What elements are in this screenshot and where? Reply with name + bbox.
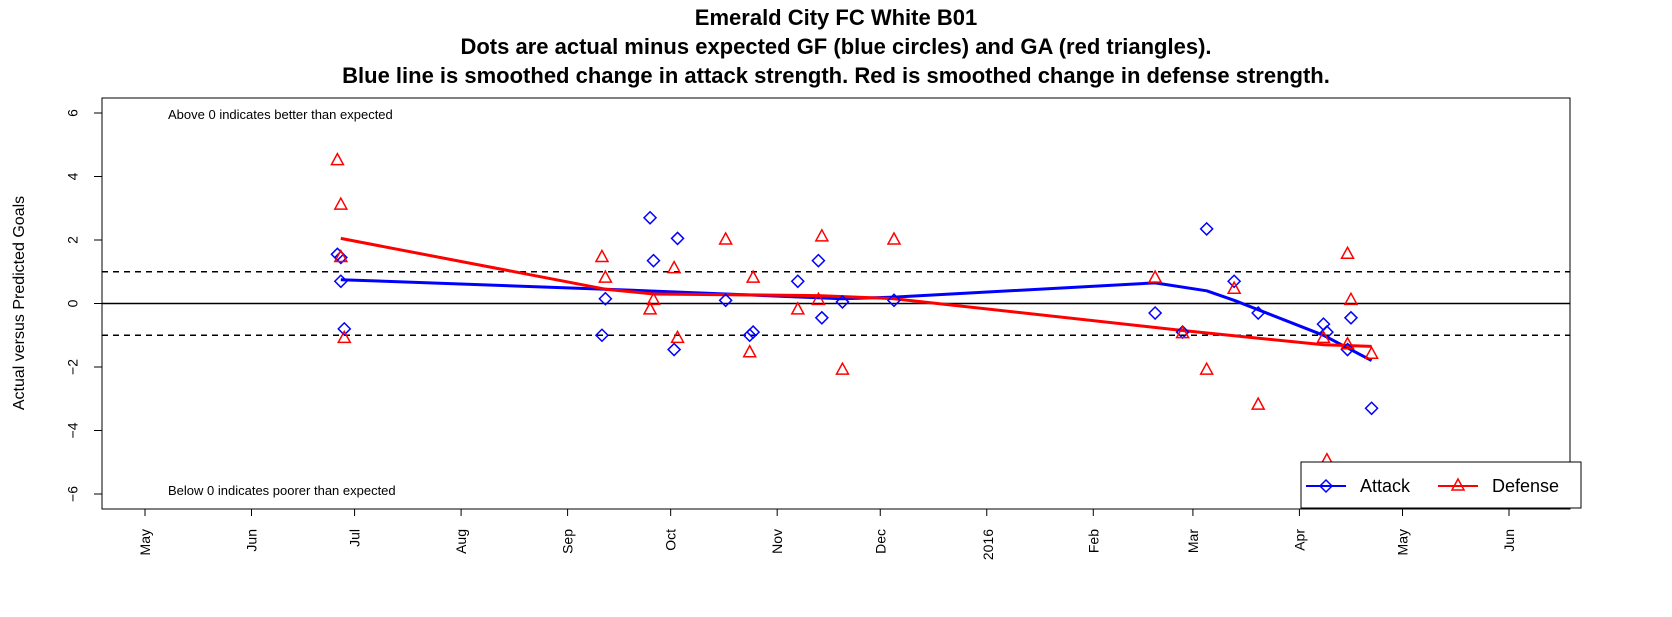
x-tick-label-2: Jul <box>347 529 363 547</box>
point-attack-26 <box>1343 310 1359 325</box>
point-defense-27 <box>1343 291 1359 306</box>
x-tick-label-12: May <box>1394 529 1410 555</box>
smooth-line-defense <box>340 236 1372 348</box>
point-attack-12 <box>746 325 761 340</box>
x-tick-label-6: Nov <box>769 529 785 554</box>
y-axis: −6 −4 −2 0 2 4 6 <box>65 109 102 502</box>
point-attack-25 <box>1340 342 1355 357</box>
x-tick-label-4: Sep <box>560 529 576 554</box>
x-tick-label-7: Dec <box>872 529 888 554</box>
chart-title: Emerald City FC White B01 <box>695 5 977 30</box>
point-defense-25 <box>1340 336 1355 350</box>
y-tick-label-6: 6 <box>65 109 81 117</box>
point-attack-3 <box>337 321 352 336</box>
annotation-top: Above 0 indicates better than expected <box>168 107 393 122</box>
point-attack-27 <box>1364 401 1379 416</box>
point-defense-19 <box>1175 325 1190 339</box>
point-attack-4 <box>594 328 610 343</box>
point-attack-13 <box>790 274 805 289</box>
y-tick-label-2: −2 <box>65 359 81 375</box>
smoothed-lines <box>340 236 1373 362</box>
x-tick-label-11: Apr <box>1291 529 1307 551</box>
point-defense-15 <box>814 228 830 242</box>
legend-attack-diamond <box>1318 478 1334 494</box>
x-tick-label-3: Aug <box>453 529 469 554</box>
point-attack-17 <box>886 293 902 308</box>
chart-subtitle-1: Dots are actual minus expected GF (blue … <box>460 34 1211 59</box>
point-attack-7 <box>646 253 661 268</box>
point-defense-8 <box>666 260 682 274</box>
point-attack-9 <box>670 231 685 246</box>
point-attack-16 <box>835 294 850 309</box>
point-defense-16 <box>835 361 850 375</box>
point-defense-22 <box>1250 396 1266 410</box>
point-defense-28 <box>1364 345 1379 360</box>
point-defense-14 <box>811 291 826 306</box>
annotation-bottom: Below 0 indicates poorer than expected <box>168 483 396 498</box>
point-defense-12 <box>745 269 761 283</box>
y-tick-label-4: 2 <box>65 236 81 244</box>
point-attack-1 <box>333 250 348 265</box>
point-attack-14 <box>811 253 826 268</box>
legend-defense-triangle <box>1450 477 1466 491</box>
point-attack-22 <box>1251 305 1266 321</box>
chart-subtitle-2: Blue line is smoothed change in attack s… <box>342 63 1330 88</box>
point-defense-1 <box>333 196 349 210</box>
point-attack-2 <box>333 274 348 289</box>
smooth-line-attack <box>340 278 1373 362</box>
x-tick-label-8: 2016 <box>980 529 996 560</box>
point-defense-5 <box>598 269 613 283</box>
x-axis: May Jun Jul Aug Sep Oct Nov Dec 2016 Feb Mar Apr May… <box>137 509 1517 560</box>
point-attack-23 <box>1316 317 1331 332</box>
point-attack-18 <box>1148 305 1163 321</box>
point-defense-4 <box>594 248 610 263</box>
legend-defense-label: Defense <box>1492 476 1559 496</box>
y-axis-label: Actual versus Predicted Goals <box>11 196 28 410</box>
data-points <box>330 152 1379 466</box>
point-attack-10 <box>718 293 733 308</box>
point-defense-7 <box>646 291 661 306</box>
point-defense-10 <box>718 231 733 245</box>
point-defense-13 <box>790 301 806 315</box>
reference-lines <box>102 271 1570 336</box>
point-attack-21 <box>1227 274 1242 289</box>
point-defense-2 <box>333 248 349 263</box>
x-tick-label-10: Mar <box>1185 529 1201 553</box>
point-attack-11 <box>742 328 757 343</box>
point-defense-23 <box>1316 329 1331 344</box>
x-tick-label-5: Oct <box>663 529 679 551</box>
point-attack-8 <box>667 342 682 357</box>
point-attack-15 <box>814 310 829 325</box>
point-defense-21 <box>1226 280 1242 294</box>
point-defense-9 <box>670 329 685 344</box>
y-tick-label-1: −4 <box>65 422 81 438</box>
point-defense-11 <box>742 344 757 358</box>
x-tick-label-13: Jun <box>1501 529 1517 552</box>
y-tick-label-5: 4 <box>65 172 81 180</box>
legend-attack-label: Attack <box>1360 476 1411 496</box>
point-defense-26 <box>1340 245 1355 260</box>
x-tick-label-9: Feb <box>1085 529 1101 553</box>
legend: Attack Defense <box>1300 461 1582 509</box>
point-attack-6 <box>642 210 658 225</box>
y-tick-label-0: −6 <box>65 486 81 502</box>
point-defense-6 <box>642 301 658 315</box>
x-tick-label-1: Jun <box>244 529 260 552</box>
point-defense-18 <box>1147 269 1163 283</box>
point-defense-20 <box>1199 361 1214 375</box>
point-defense-3 <box>337 329 352 344</box>
y-tick-label-3: 0 <box>65 299 81 307</box>
point-defense-17 <box>886 231 902 245</box>
x-tick-label-0: May <box>137 529 153 555</box>
point-defense-0 <box>330 152 345 166</box>
point-attack-5 <box>598 291 613 306</box>
point-attack-20 <box>1199 221 1214 236</box>
